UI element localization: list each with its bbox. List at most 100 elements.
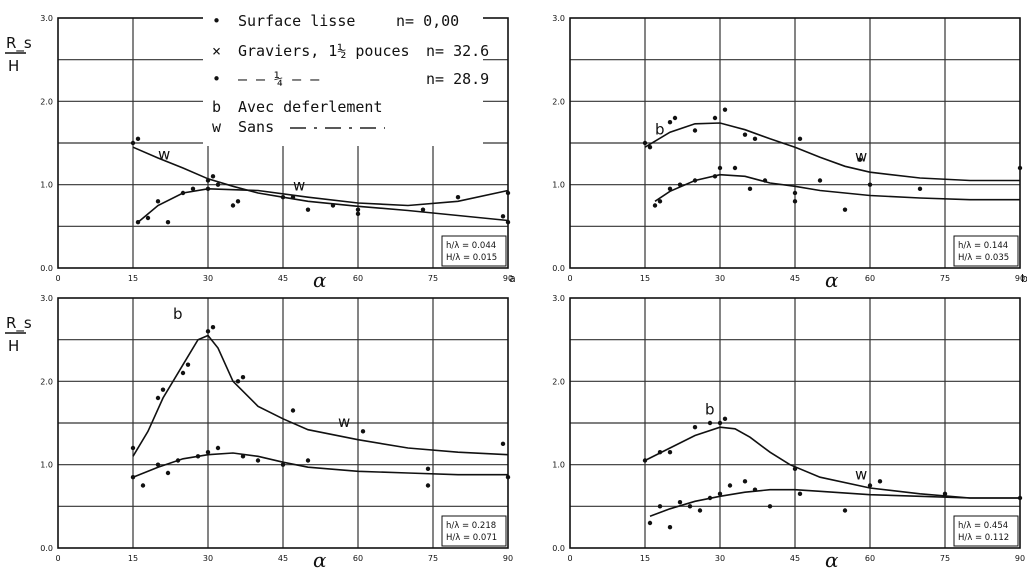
parameter-text: h/λ = 0.044 [446, 241, 496, 251]
parameter-box [441, 515, 507, 547]
parameter-box [441, 235, 507, 267]
legend-label-2: Graviers, 1½ pouces [238, 42, 410, 60]
data-point-b [130, 445, 136, 451]
plot-frame [569, 17, 1021, 269]
y-tick-label: 3.0 [552, 294, 565, 303]
data-point-w [175, 458, 181, 463]
y-tick-label: 1.0 [552, 461, 565, 470]
data-point-b [210, 174, 216, 179]
data-point-b [290, 408, 296, 413]
x-tick-label: 30 [203, 274, 213, 283]
data-point-b [857, 157, 863, 162]
y-tick-label: 2.0 [40, 377, 53, 386]
data-point-w [420, 207, 426, 212]
data-point-b [155, 395, 161, 401]
data-point-w [717, 165, 723, 171]
panel-letter: b [1021, 272, 1027, 285]
data-point-w [707, 495, 713, 501]
data-point-w [215, 182, 221, 187]
data-point-w [687, 504, 693, 509]
data-point-w [180, 190, 186, 196]
data-point-w [697, 508, 703, 513]
data-point-b [205, 178, 211, 183]
data-point-w [355, 211, 361, 217]
parameter-box [953, 235, 1019, 267]
x-tick-label: 15 [640, 554, 650, 563]
curve-label-w: w [158, 146, 170, 164]
data-point-b [647, 144, 653, 150]
data-point-w [165, 470, 171, 476]
data-point-w [767, 504, 773, 509]
y-tick-label: 1.0 [40, 461, 53, 470]
curve-w [649, 488, 1020, 518]
y-tick-label: 0.0 [40, 544, 53, 553]
data-point-b [240, 374, 246, 380]
data-point-w [867, 483, 873, 488]
x-tick-label: 45 [790, 554, 800, 563]
plot-frame [569, 297, 1021, 549]
legend-key-b: b [212, 98, 221, 116]
data-point-b [722, 107, 728, 112]
legend-label-1: Surface lisse [238, 12, 355, 30]
y-tick-label: 1.0 [552, 181, 565, 190]
data-point-w [667, 186, 673, 192]
data-point-w [667, 524, 673, 530]
data-point-b [130, 140, 136, 146]
legend: • Surface lisse n= 0,00 × Graviers, 1½ p… [203, 8, 489, 146]
data-point-b [797, 136, 803, 142]
data-point-w [677, 182, 683, 187]
parameter-text: H/λ = 0.112 [958, 533, 1009, 543]
data-point-b [792, 466, 798, 472]
curve-label-w: w [855, 147, 867, 165]
y-axis-label-denominator: H [8, 57, 19, 75]
data-point-w [762, 178, 768, 183]
plot-frame [57, 297, 509, 549]
data-point-b [667, 119, 673, 125]
x-tick-label: 30 [715, 554, 725, 563]
y-tick-label: 0.0 [552, 544, 565, 553]
y-axis-label-numerator: R_s [6, 34, 32, 53]
x-tick-label: 0 [55, 274, 60, 283]
data-point-b [235, 379, 241, 384]
data-point-b [500, 214, 506, 219]
panel-letter: a [509, 272, 516, 285]
data-point-w [712, 174, 718, 179]
curve-label-w: w [855, 466, 867, 484]
x-tick-label: 60 [353, 274, 363, 283]
data-point-b [355, 207, 361, 212]
data-point-w [155, 462, 161, 467]
legend-label-w: Sans [238, 118, 274, 136]
data-point-w [305, 458, 311, 463]
parameter-box [953, 515, 1019, 547]
data-point-b [742, 132, 748, 137]
x-tick-label: 45 [278, 274, 288, 283]
data-point-w [240, 454, 246, 459]
data-point-w [792, 199, 798, 204]
panel-2: 0 15 30 45 60 75 90 0.0 1.0 2.0 3.0 α b w h/λ = 0.144 H… [552, 14, 1027, 292]
legend-background [203, 8, 483, 146]
y-axis-label-numerator: R_s [6, 314, 32, 333]
data-point-w [505, 474, 511, 480]
x-tick-label: 90 [1015, 554, 1025, 563]
parameter-text: H/λ = 0.015 [446, 253, 497, 263]
curve-label-b: b [173, 305, 183, 323]
data-point-w [747, 186, 753, 192]
data-point-b [210, 324, 216, 330]
data-point-b [160, 387, 166, 392]
data-point-w [155, 199, 161, 204]
data-point-w [165, 219, 171, 225]
data-point-w [425, 466, 431, 472]
data-point-w [727, 483, 733, 488]
data-point-w [205, 186, 211, 192]
parameter-text: H/λ = 0.035 [958, 253, 1009, 263]
parameter-text: h/λ = 0.454 [958, 521, 1008, 531]
y-tick-label: 2.0 [552, 377, 565, 386]
x-tick-label: 90 [503, 554, 513, 563]
data-point-b [672, 115, 678, 121]
x-tick-label: 75 [428, 274, 438, 283]
data-point-w [677, 499, 683, 505]
x-tick-label: 0 [55, 554, 60, 563]
x-tick-label: 75 [940, 274, 950, 283]
curve-label-w: w [293, 177, 305, 195]
